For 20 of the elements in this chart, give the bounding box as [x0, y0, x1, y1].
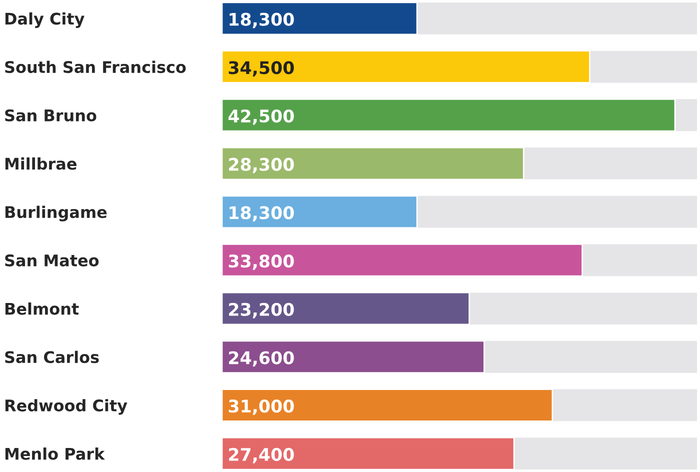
y-tick-label: Belmont	[5, 302, 79, 315]
data-label: 34,500	[228, 61, 294, 76]
data-label: 23,200	[229, 302, 294, 318]
y-tick-label: Burlingame	[5, 206, 107, 222]
data-label: 18,300	[230, 12, 294, 28]
y-tick-label: San Mateo	[5, 254, 99, 266]
y-tick-label: South San Francisco	[5, 60, 186, 74]
y-tick-label: Redwood City	[5, 399, 128, 415]
data-label: 28,300	[229, 158, 294, 174]
data-label: 42,500	[228, 109, 294, 125]
y-tick-label: San Bruno	[5, 109, 96, 122]
data-label: 33,800	[228, 254, 294, 270]
y-tick-label: Daly City	[5, 12, 84, 28]
y-tick-label: San Carlos	[5, 350, 99, 364]
data-label: 18,300	[230, 206, 294, 222]
y-tick-label: Millbrae	[5, 157, 76, 170]
data-label: 24,600	[229, 351, 294, 367]
data-label: 31,000	[228, 400, 294, 415]
y-tick-label: Menlo Park	[5, 447, 105, 460]
data-label: 27,400	[229, 448, 294, 464]
